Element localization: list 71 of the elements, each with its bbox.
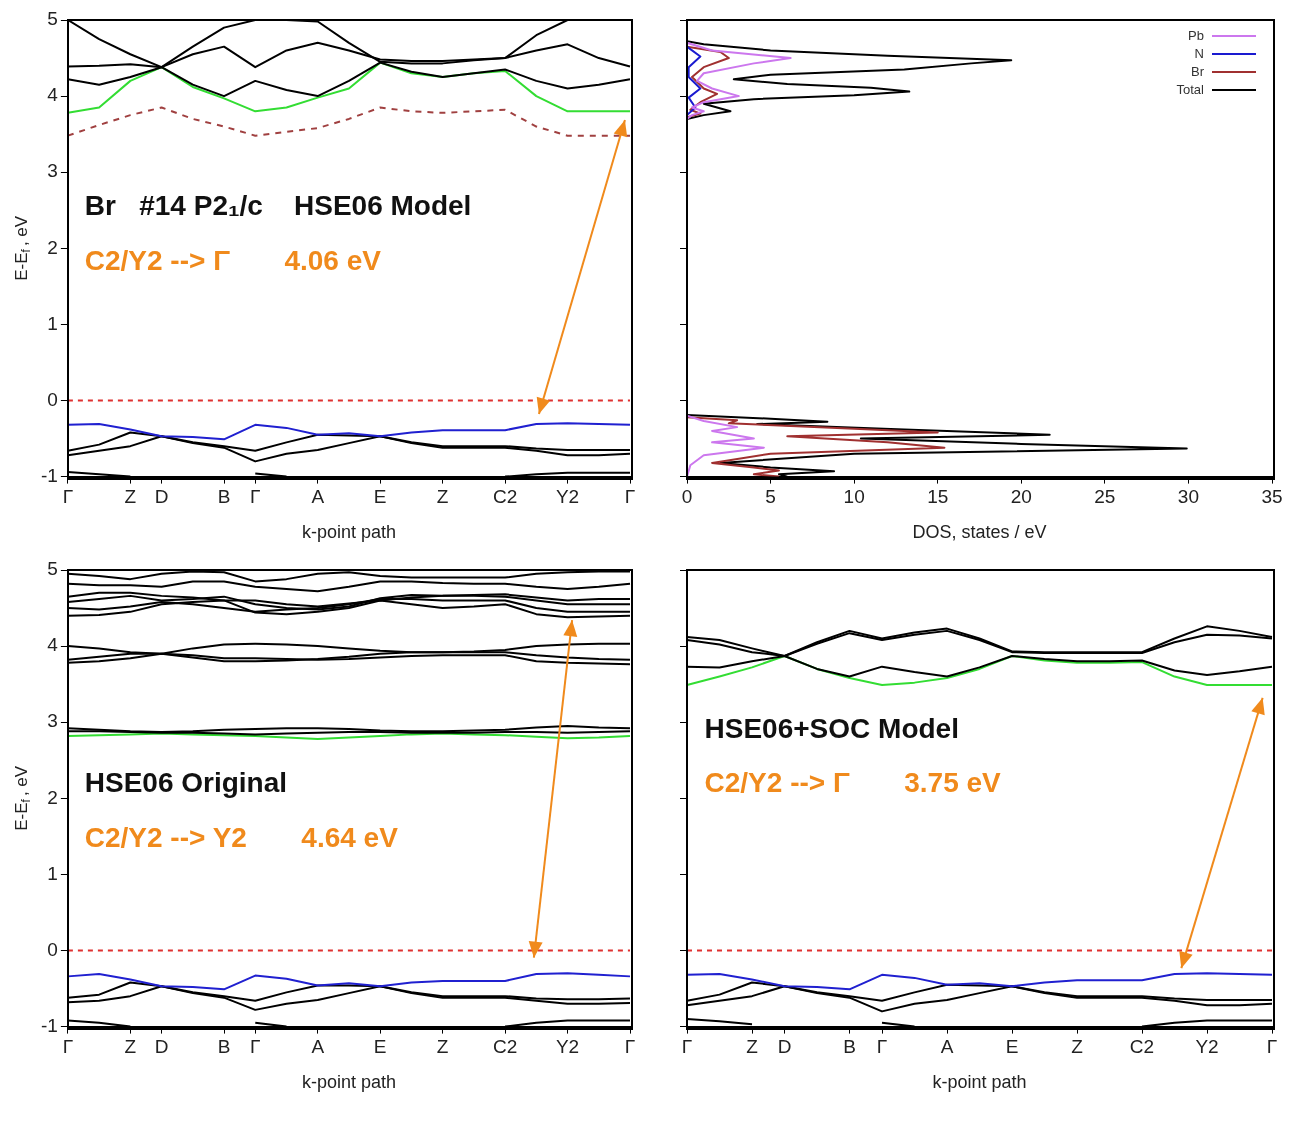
y-tick-label: -1 bbox=[40, 1014, 58, 1036]
y-tick-label: 4 bbox=[47, 84, 59, 106]
x-tick-label: B bbox=[843, 1036, 856, 1058]
x-tick-label: E bbox=[373, 1036, 387, 1058]
annotation: HSE06 Original bbox=[84, 767, 288, 799]
x-tick-label: D bbox=[154, 486, 169, 508]
y-tick-label: 2 bbox=[47, 786, 58, 808]
y-tick-label: 3 bbox=[47, 710, 58, 732]
y-tick-label: -1 bbox=[40, 464, 58, 486]
x-tick-label: E bbox=[1005, 1036, 1019, 1058]
x-tick-label: 15 bbox=[927, 486, 949, 508]
annotation: C2/Y2 --> Y2 4.64 eV bbox=[84, 822, 399, 854]
x-tick-label: Z bbox=[436, 486, 449, 508]
legend-label: Pb bbox=[1188, 27, 1204, 43]
x-tick-label: Γ bbox=[1266, 1036, 1278, 1058]
y-tick-label: 3 bbox=[47, 160, 58, 182]
x-axis-title: DOS, states / eV bbox=[912, 522, 1047, 543]
x-tick-label: Z bbox=[746, 1036, 759, 1058]
x-tick-label: 25 bbox=[1094, 486, 1116, 508]
y-tick-label: 4 bbox=[47, 634, 59, 656]
x-tick-label: 30 bbox=[1177, 486, 1199, 508]
x-tick-label: Γ bbox=[62, 1036, 74, 1058]
x-tick-label: 20 bbox=[1010, 486, 1032, 508]
x-tick-label: Γ bbox=[62, 486, 74, 508]
x-tick-label: Γ bbox=[250, 1036, 261, 1058]
x-tick-label: A bbox=[311, 1036, 325, 1058]
y-tick-label: 5 bbox=[47, 558, 58, 580]
x-tick-label: Z bbox=[124, 486, 137, 508]
annotation: Br #14 P2₁/c HSE06 Model bbox=[84, 189, 472, 221]
legend-label: N bbox=[1194, 45, 1204, 61]
x-tick-label: Γ bbox=[681, 1036, 693, 1058]
x-tick-label: C2 bbox=[492, 486, 518, 508]
x-tick-label: D bbox=[154, 1036, 169, 1058]
x-tick-label: Γ bbox=[624, 1036, 636, 1058]
x-axis-title: k-point path bbox=[932, 1072, 1027, 1093]
x-tick-label: Z bbox=[436, 1036, 449, 1058]
x-tick-label: 0 bbox=[681, 486, 693, 508]
x-tick-label: Γ bbox=[250, 486, 261, 508]
legend-label: Br bbox=[1191, 63, 1205, 79]
x-tick-label: C2 bbox=[492, 1036, 518, 1058]
x-axis-title: k-point path bbox=[301, 1072, 396, 1093]
y-axis-title: E-Ef, eV bbox=[11, 215, 34, 281]
x-tick-label: B bbox=[217, 486, 231, 508]
x-tick-label: E bbox=[373, 486, 387, 508]
x-tick-label: A bbox=[311, 486, 325, 508]
x-tick-label: B bbox=[217, 1036, 231, 1058]
y-tick-label: 0 bbox=[47, 938, 58, 960]
x-tick-label: Y2 bbox=[1195, 1036, 1219, 1058]
y-tick-label: 1 bbox=[47, 862, 58, 884]
annotation: C2/Y2 --> Γ 4.06 eV bbox=[84, 244, 382, 276]
y-tick-label: 1 bbox=[47, 312, 58, 334]
x-tick-label: 5 bbox=[765, 486, 776, 508]
x-tick-label: Z bbox=[124, 1036, 137, 1058]
x-tick-label: 10 bbox=[843, 486, 865, 508]
x-tick-label: Γ bbox=[876, 1036, 888, 1058]
y-tick-label: 0 bbox=[47, 388, 58, 410]
y-axis-title: E-Ef, eV bbox=[11, 765, 34, 831]
annotation: HSE06+SOC Model bbox=[704, 712, 959, 744]
x-tick-label: C2 bbox=[1129, 1036, 1155, 1058]
x-tick-label: Γ bbox=[624, 486, 636, 508]
annotation: C2/Y2 --> Γ 3.75 eV bbox=[704, 767, 1002, 799]
x-tick-label: Y2 bbox=[555, 1036, 580, 1058]
x-tick-label: 35 bbox=[1261, 486, 1283, 508]
x-tick-label: Z bbox=[1071, 1036, 1084, 1058]
x-tick-label: D bbox=[777, 1036, 792, 1058]
x-axis-title: k-point path bbox=[301, 522, 396, 543]
y-tick-label: 5 bbox=[47, 8, 58, 30]
legend-label: Total bbox=[1176, 81, 1205, 97]
x-tick-label: A bbox=[940, 1036, 954, 1058]
y-tick-label: 2 bbox=[47, 236, 58, 258]
x-tick-label: Y2 bbox=[555, 486, 580, 508]
